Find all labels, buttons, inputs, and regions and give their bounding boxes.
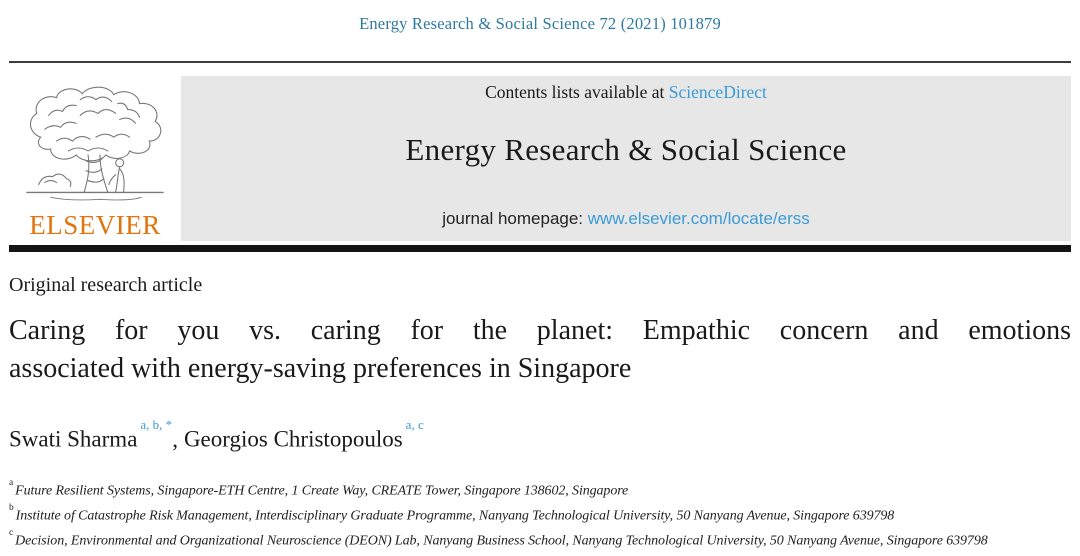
affiliation-mark: b xyxy=(9,502,14,513)
journal-masthead: ELSEVIER Contents lists available at Sci… xyxy=(9,76,1071,241)
journal-homepage-link[interactable]: www.elsevier.com/locate/erss xyxy=(587,209,810,228)
journal-banner: Contents lists available at ScienceDirec… xyxy=(181,76,1071,241)
sciencedirect-link[interactable]: ScienceDirect xyxy=(668,82,767,102)
homepage-prefix-text: journal homepage: xyxy=(442,209,588,228)
author-separator: , xyxy=(172,426,178,452)
top-rule xyxy=(9,61,1071,63)
affiliation-list: aFuture Resilient Systems, Singapore-ETH… xyxy=(9,477,994,552)
affiliation-item: aFuture Resilient Systems, Singapore-ETH… xyxy=(9,477,994,502)
journal-citation-header: Energy Research & Social Science 72 (202… xyxy=(359,14,721,33)
contents-prefix-text: Contents lists available at xyxy=(485,82,669,102)
journal-title: Energy Research & Social Science xyxy=(405,132,847,167)
homepage-line: journal homepage: www.elsevier.com/locat… xyxy=(442,208,810,229)
article-title: Caring for you vs. caring for the planet… xyxy=(9,312,1071,388)
author-name: Swati Sharma xyxy=(9,426,138,452)
contents-line: Contents lists available at ScienceDirec… xyxy=(485,81,767,103)
affiliation-mark: c xyxy=(9,527,14,538)
affiliation-text: Institute of Catastrophe Risk Management… xyxy=(15,508,895,524)
elsevier-wordmark: ELSEVIER xyxy=(29,210,161,240)
author-affiliation-marks[interactable]: a, c xyxy=(405,417,424,432)
header-divider-bar xyxy=(9,245,1071,252)
article-title-line1: Caring for you vs. caring for the planet… xyxy=(9,315,1071,346)
article-type-label: Original research article xyxy=(9,274,203,296)
author-affiliation-marks[interactable]: a, b, * xyxy=(140,417,173,432)
author-name: Georgios Christopoulos xyxy=(183,426,403,452)
article-title-line2: associated with energy-saving preference… xyxy=(9,353,632,384)
affiliation-text: Decision, Environmental and Organization… xyxy=(15,533,988,549)
affiliation-item: bInstitute of Catastrophe Risk Managemen… xyxy=(9,502,994,527)
author-list: Swati Sharmaa, b, *, Georgios Christopoul… xyxy=(9,417,1071,455)
elsevier-logo: ELSEVIER xyxy=(9,76,181,241)
affiliation-text: Future Resilient Systems, Singapore-ETH … xyxy=(15,483,629,499)
elsevier-tree-engraving-icon xyxy=(26,86,164,201)
affiliation-mark: a xyxy=(9,477,14,488)
affiliation-item: cDecision, Environmental and Organizatio… xyxy=(9,527,994,552)
